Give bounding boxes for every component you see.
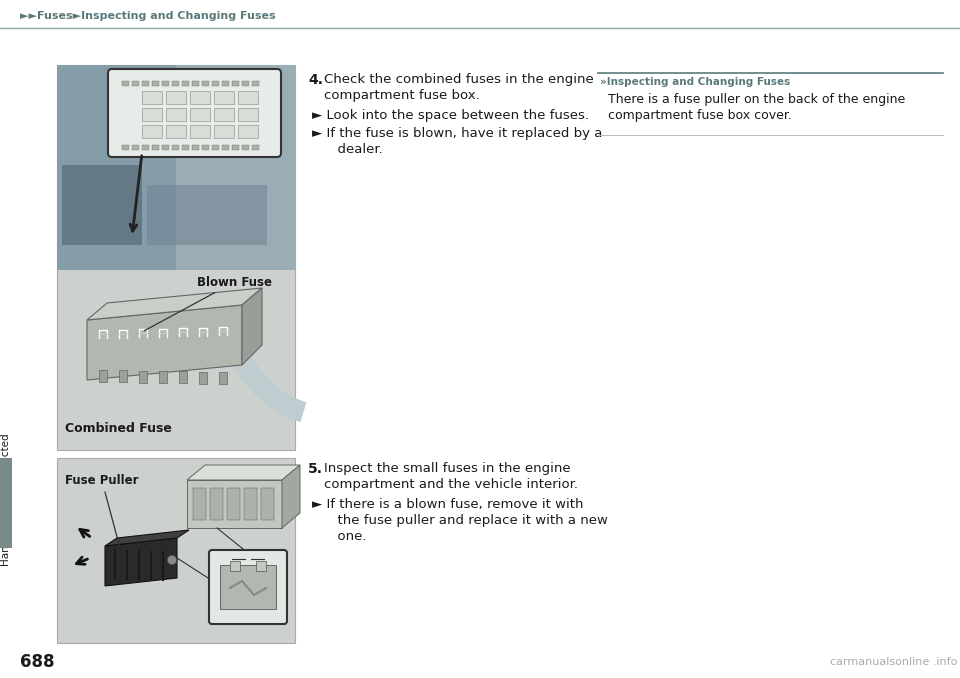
Bar <box>142 125 162 138</box>
Bar <box>190 91 210 104</box>
Text: 4.: 4. <box>308 73 323 87</box>
Bar <box>214 91 234 104</box>
Circle shape <box>167 555 177 565</box>
Bar <box>152 81 159 86</box>
Bar <box>232 81 239 86</box>
Text: Combined Fuse: Combined Fuse <box>65 422 172 435</box>
Bar <box>0 458 12 548</box>
Bar <box>212 145 219 150</box>
Bar <box>57 458 295 643</box>
Bar <box>242 81 249 86</box>
Bar <box>142 81 149 86</box>
Text: There is a fuse puller on the back of the engine: There is a fuse puller on the back of th… <box>608 93 905 106</box>
Polygon shape <box>282 465 300 528</box>
Bar <box>182 145 189 150</box>
Bar <box>230 561 240 571</box>
Bar <box>172 145 179 150</box>
Text: Fuse Puller: Fuse Puller <box>65 473 138 545</box>
Bar <box>182 81 189 86</box>
Bar <box>238 91 258 104</box>
Text: ► If the fuse is blown, have it replaced by a: ► If the fuse is blown, have it replaced… <box>312 127 602 140</box>
Text: the fuse puller and replace it with a new: the fuse puller and replace it with a ne… <box>312 514 608 527</box>
Bar <box>252 81 259 86</box>
Bar <box>147 185 267 245</box>
Bar <box>166 108 186 121</box>
Bar <box>190 108 210 121</box>
Text: compartment fuse box cover.: compartment fuse box cover. <box>608 109 792 122</box>
Bar <box>152 145 159 150</box>
Bar <box>202 145 209 150</box>
Bar <box>132 145 139 150</box>
Bar <box>199 372 207 384</box>
Bar <box>142 108 162 121</box>
Bar <box>172 81 179 86</box>
Bar <box>238 125 258 138</box>
Bar <box>244 488 257 520</box>
Bar <box>219 372 227 384</box>
Bar <box>132 81 139 86</box>
Bar <box>202 81 209 86</box>
Bar <box>190 125 210 138</box>
Bar <box>242 145 249 150</box>
Bar <box>220 565 276 609</box>
Text: ► If there is a blown fuse, remove it with: ► If there is a blown fuse, remove it wi… <box>312 498 584 511</box>
FancyBboxPatch shape <box>209 550 287 624</box>
Bar <box>142 91 162 104</box>
Bar <box>57 65 295 270</box>
Bar <box>212 81 219 86</box>
Polygon shape <box>105 530 189 546</box>
Bar <box>210 488 223 520</box>
Bar <box>222 145 229 150</box>
Bar <box>99 370 107 382</box>
Bar <box>252 145 259 150</box>
Polygon shape <box>105 538 177 586</box>
Bar <box>122 81 129 86</box>
Text: Inspect the small fuses in the engine: Inspect the small fuses in the engine <box>324 462 570 475</box>
Bar <box>214 125 234 138</box>
Bar <box>139 371 147 382</box>
Text: one.: one. <box>312 530 367 543</box>
Bar <box>256 561 266 571</box>
Polygon shape <box>242 288 262 365</box>
Text: Check the combined fuses in the engine: Check the combined fuses in the engine <box>324 73 593 86</box>
Bar <box>232 145 239 150</box>
Bar <box>261 488 274 520</box>
Polygon shape <box>187 465 300 480</box>
FancyBboxPatch shape <box>108 69 281 157</box>
Text: Handling the Unexpected: Handling the Unexpected <box>1 434 11 566</box>
Text: compartment and the vehicle interior.: compartment and the vehicle interior. <box>324 478 578 491</box>
Text: ► Look into the space between the fuses.: ► Look into the space between the fuses. <box>312 109 589 122</box>
Text: 5.: 5. <box>308 462 323 476</box>
Bar <box>166 125 186 138</box>
Text: dealer.: dealer. <box>312 143 383 156</box>
Bar <box>192 145 199 150</box>
Polygon shape <box>87 305 242 380</box>
Bar <box>122 145 129 150</box>
Text: 688: 688 <box>20 653 55 671</box>
Bar <box>119 370 127 382</box>
Bar <box>57 65 176 270</box>
Text: Blown Fuse: Blown Fuse <box>144 275 272 331</box>
Text: ►►Fuses►Inspecting and Changing Fuses: ►►Fuses►Inspecting and Changing Fuses <box>20 11 276 21</box>
Bar <box>238 108 258 121</box>
Bar <box>193 488 206 520</box>
Bar <box>222 81 229 86</box>
Bar <box>192 81 199 86</box>
Bar <box>179 371 187 383</box>
Bar <box>159 371 167 383</box>
Bar <box>162 145 169 150</box>
Text: »Inspecting and Changing Fuses: »Inspecting and Changing Fuses <box>600 77 790 87</box>
Bar <box>162 81 169 86</box>
Bar <box>62 165 142 245</box>
Bar <box>166 91 186 104</box>
Text: carmanualsonline .info: carmanualsonline .info <box>830 657 957 667</box>
Polygon shape <box>87 288 262 320</box>
Bar <box>214 108 234 121</box>
Bar <box>57 65 295 450</box>
Bar <box>227 488 240 520</box>
Text: compartment fuse box.: compartment fuse box. <box>324 89 480 102</box>
Bar <box>142 145 149 150</box>
Bar <box>187 480 282 528</box>
